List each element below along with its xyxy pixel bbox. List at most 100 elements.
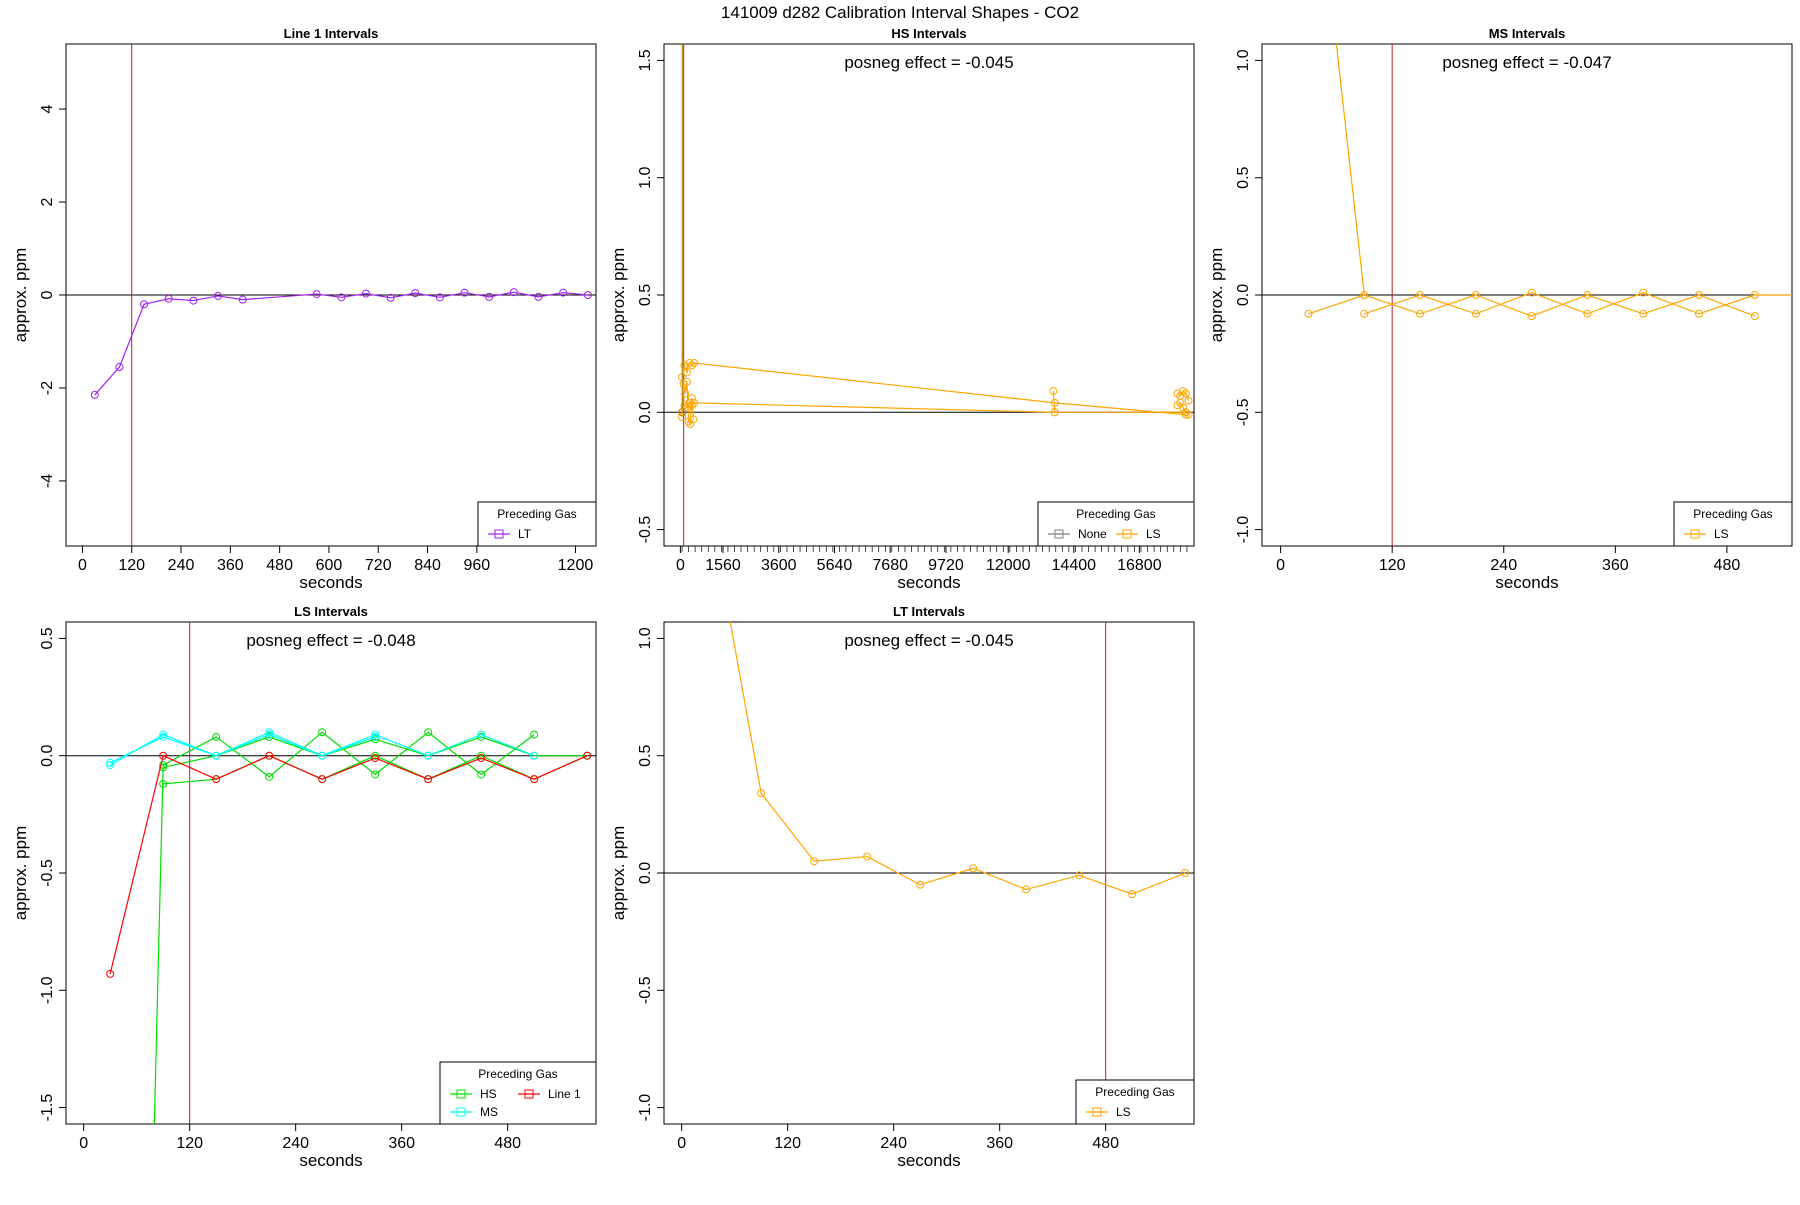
x-tick-label: 480 [494,1135,521,1152]
x-tick-label: 360 [217,557,244,574]
series-line-ls-c [681,381,695,426]
y-axis-label: approx. ppm [609,826,628,921]
y-tick-label: -2 [39,381,56,395]
data-point [106,969,115,978]
x-tick-label: 480 [266,557,293,574]
series-line-ls-c [1335,44,1365,296]
y-tick-label: 0 [39,290,56,299]
data-point [371,770,380,779]
data-point [1416,291,1425,299]
x-tick-label: 720 [365,557,392,574]
data-point [477,770,486,779]
legend-swatch-marker [456,1089,466,1099]
y-tick-label: -1.0 [1235,516,1252,544]
data-point [424,775,433,784]
data-point [1181,869,1190,877]
data-point [159,730,168,739]
legend-box [1673,501,1793,547]
legend-entry-label: LS [1116,1105,1131,1119]
x-tick-label: 12000 [986,557,1031,574]
y-axis-label: approx. ppm [1207,248,1226,343]
x-tick-label: 7680 [872,557,908,574]
y-tick-label: 1.5 [637,49,654,71]
y-tick-label: 1.0 [1235,49,1252,71]
data-point [757,789,766,798]
data-point [159,761,168,770]
legend-title: Preceding Gas [1693,507,1772,521]
x-tick-label: 360 [986,1135,1013,1152]
x-tick-label: 16800 [1117,557,1162,574]
data-point [1360,291,1369,299]
y-tick-label: 0.5 [1235,166,1252,188]
data-point [106,761,115,770]
data-point [1750,312,1759,321]
data-point [583,291,592,299]
x-tick-label: 480 [1714,557,1741,574]
y-tick-label: -4 [39,474,56,488]
data-point [1527,288,1536,297]
posneg-annotation: posneg effect = -0.047 [1442,53,1611,72]
x-tick-label: 240 [1490,557,1517,574]
x-tick-label: 0 [79,1135,88,1152]
x-tick-label: 1200 [558,557,594,574]
data-point [265,751,274,760]
y-tick-label: 0.5 [39,627,56,649]
x-tick-label: 480 [1092,1135,1119,1152]
legend-entry-label: MS [480,1105,498,1119]
data-point [1075,871,1084,880]
data-point [916,880,925,889]
data-point [682,403,691,412]
legend-entry-label: LT [518,527,532,541]
data-point [810,857,819,866]
x-tick-label: 960 [464,557,491,574]
data-point [685,398,694,407]
data-point [687,361,696,370]
y-tick-label: 1.0 [637,166,654,188]
data-point [678,412,687,421]
data-point [371,735,380,744]
data-point [689,415,698,424]
data-point [1184,396,1193,405]
data-point [1022,885,1031,894]
legend-entry-label: LS [1714,527,1729,541]
data-point [509,288,518,297]
data-point [265,728,274,737]
legend: Preceding Gas LS [1075,1079,1195,1125]
series-line-ls-b [1364,292,1792,315]
x-tick-label: 9720 [928,557,964,574]
data-point [1639,309,1648,318]
x-tick-label: 0 [677,1135,686,1152]
y-tick-label: -1.0 [637,1094,654,1122]
data-point [1304,309,1313,318]
plot-area [1262,44,1792,546]
legend: Preceding Gas LS [1673,501,1793,547]
data-point [1471,309,1480,318]
x-tick-label: 360 [388,1135,415,1152]
plot-area [664,44,1194,546]
legend-swatch-marker [524,1089,534,1099]
data-point [684,417,693,426]
data-point [424,728,433,737]
data-point [477,730,486,739]
data-point [1471,291,1480,299]
data-point [1173,401,1182,410]
y-tick-label: 2 [39,197,56,206]
data-point [1181,389,1190,398]
y-tick-label: 0.0 [1235,284,1252,306]
legend-box [439,1061,597,1125]
data-point [411,289,420,298]
data-point [1184,410,1193,419]
series-line-ls [729,622,1186,895]
legend-swatch-marker [1054,529,1064,539]
legend-entry-label: Line 1 [548,1087,581,1101]
data-point [212,775,221,784]
y-tick-label: 1.0 [637,627,654,649]
data-point [140,300,149,309]
legend-swatch-marker [1122,529,1132,539]
x-axis-label: seconds [299,1151,362,1170]
data-point [690,359,699,368]
x-axis-label: seconds [1495,573,1558,592]
data-point [534,292,543,301]
